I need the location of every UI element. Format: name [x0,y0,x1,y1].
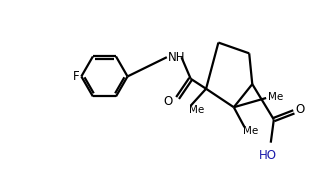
Text: NH: NH [168,51,185,64]
Text: O: O [163,94,172,108]
Text: HO: HO [259,149,277,162]
Text: Me: Me [189,105,204,115]
Text: Me: Me [243,126,258,136]
Text: O: O [295,103,305,116]
Text: F: F [72,70,79,83]
Text: Me: Me [268,92,283,102]
